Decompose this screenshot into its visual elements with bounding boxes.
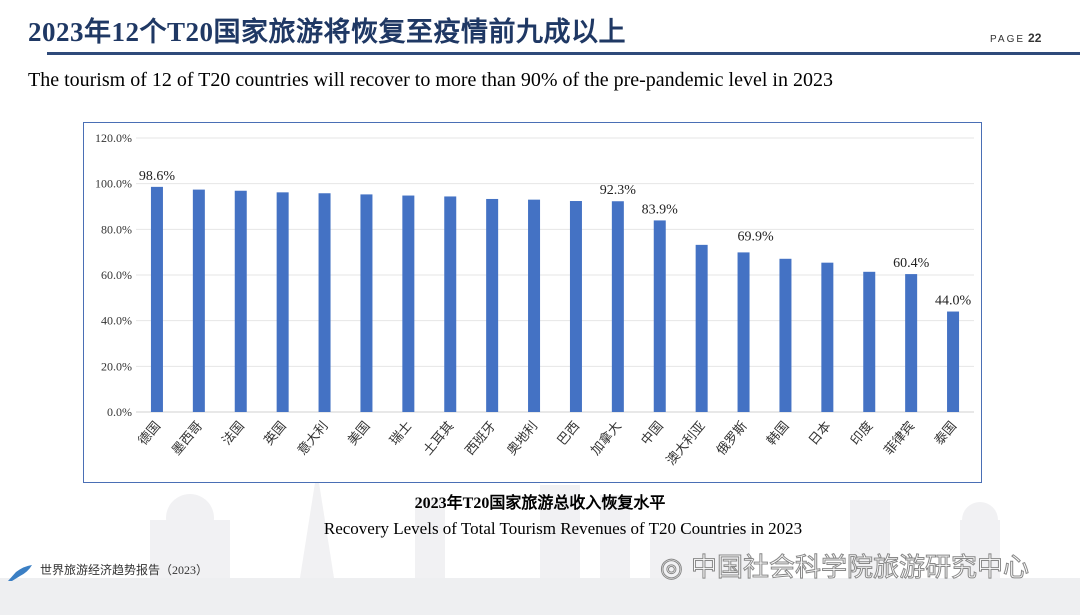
x-tick-label: 俄罗斯 [713,418,750,458]
bar [192,189,205,412]
bar [821,262,834,412]
y-tick-label: 20.0% [101,359,132,373]
y-tick-label: 60.0% [101,268,132,282]
footer-band [0,578,1080,615]
x-tick-label: 美国 [345,418,373,448]
bar [905,274,918,412]
bar [150,186,163,412]
bar [653,220,666,412]
data-label: 69.9% [737,229,774,244]
bar [947,311,960,412]
bar [611,201,624,412]
subtitle: The tourism of 12 of T20 countries will … [28,69,833,91]
watermark-text: 中国社会科学院旅游研究中心 [690,553,1029,584]
x-tick-label: 英国 [261,418,289,448]
x-tick-label: 澳大利亚 [663,418,708,467]
x-tick-label: 日本 [805,418,833,448]
x-tick-label: 奥地利 [504,418,541,458]
bar [779,258,792,412]
skyline-background [150,470,1000,578]
x-tick-label: 印度 [847,418,875,448]
x-tick-label: 泰国 [931,418,959,448]
x-tick-label: 德国 [135,418,163,448]
x-tick-label: 中国 [638,418,666,448]
bar [486,198,499,412]
y-tick-label: 100.0% [95,177,132,191]
x-tick-label: 西班牙 [462,418,499,458]
data-label: 44.0% [935,294,972,309]
bar-chart: 0.0% 20.0% 40.0% 60.0% 80.0% 100.0% 120.0% 德国 98… [95,131,974,468]
bar [863,271,876,412]
title-divider [47,52,1080,55]
x-tick-label: 墨西哥 [169,418,206,458]
bar [318,193,331,412]
report-name: 世界旅游经济趋势报告（2023） [40,563,209,577]
y-tick-label: 0.0% [107,405,132,419]
x-tick-label: 加拿大 [588,418,625,458]
data-label: 92.3% [600,183,637,198]
bar [569,201,582,412]
bar [737,252,750,412]
y-tick-label: 40.0% [101,314,132,328]
data-label: 83.9% [642,202,679,217]
x-tick-label: 韩国 [764,418,792,448]
bar [695,244,708,412]
y-tick-label: 120.0% [95,131,132,145]
wechat-icon: ◎ [660,553,691,584]
data-label: 98.6% [139,169,176,184]
pen-icon [8,565,32,581]
bar [360,194,373,412]
bar [444,196,457,412]
x-tick-label: 意大利 [294,418,331,458]
x-tick-label: 菲律宾 [881,418,918,458]
chart-frame: 0.0% 20.0% 40.0% 60.0% 80.0% 100.0% 120.0% 德国 98… [83,122,982,483]
y-tick-label: 80.0% [101,222,132,236]
chart-caption-en: Recovery Levels of Total Tourism Revenue… [323,519,803,538]
page-number-value: 22 [1028,31,1042,45]
bar [528,199,541,412]
page-title: 2023年12个T20国家旅游将恢复至疫情前九成以上 [28,17,627,47]
data-label: 60.4% [893,256,930,271]
bar [276,192,289,412]
chart-caption-zh: 2023年T20国家旅游总收入恢复水平 [414,495,666,512]
x-tick-label: 土耳其 [420,418,457,458]
page-label: PAGE [990,34,1026,45]
x-tick-label: 巴西 [554,418,582,448]
page-number: PAGE 22 [990,31,1041,47]
x-tick-label: 瑞士 [386,418,414,448]
x-tick-label: 法国 [219,418,247,448]
watermark: ◎ 中国社会科学院旅游研究中心 [660,553,1030,584]
bar [402,195,415,412]
bar [234,190,247,412]
